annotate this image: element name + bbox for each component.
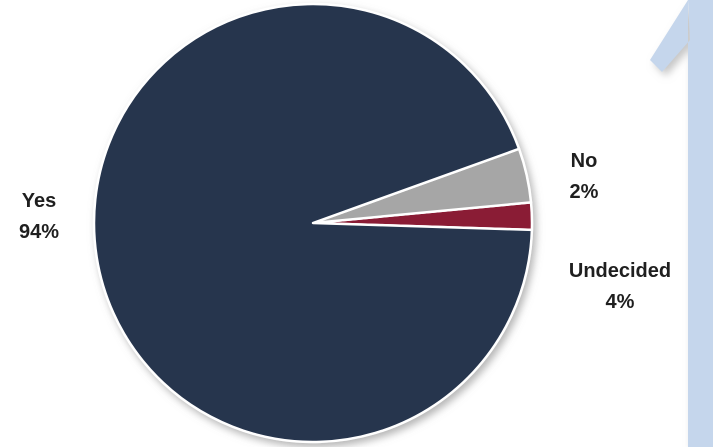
data-label-undecided-percent: 4% [605,291,635,313]
pie-slice-yes [92,2,534,444]
data-label-no: No 2% [548,146,620,208]
data-label-yes-category: Yes [21,190,57,212]
data-label-undecided-category: Undecided [568,260,672,282]
data-label-yes-percent: 94% [18,221,60,243]
data-label-no-percent: 2% [569,181,599,203]
data-label-no-category: No [570,150,598,172]
data-label-undecided: Undecided 4% [548,256,692,318]
data-label-yes: Yes 94% [3,186,75,248]
